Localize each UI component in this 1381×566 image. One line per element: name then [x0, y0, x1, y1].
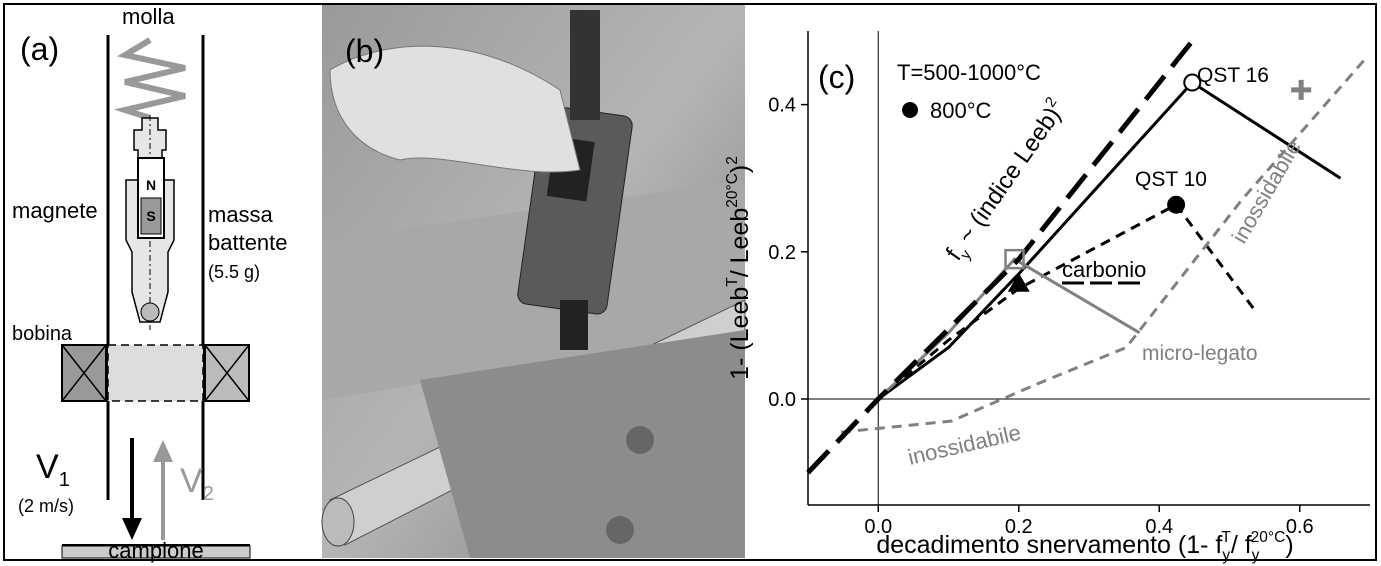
- x-axis-label-part: 20°C: [1251, 529, 1286, 546]
- y-tick-label: 0.4: [768, 95, 796, 117]
- x-axis-label-part: y: [1222, 547, 1230, 564]
- mass-label: (5.5 g): [208, 262, 260, 282]
- stainless-label: inossidabile: [1227, 135, 1306, 247]
- legend-title: T=500-1000°C: [897, 60, 1041, 85]
- v1-sub: 1: [59, 469, 70, 491]
- series-line: [878, 205, 1256, 399]
- panel-label: (b): [345, 33, 384, 69]
- point: [1291, 80, 1311, 100]
- series-label: QST 16: [1197, 64, 1269, 87]
- y-axis-label-part: 2: [724, 156, 741, 165]
- x-axis-label-part: / f: [1231, 531, 1252, 559]
- carbon-label: carbonio: [1062, 257, 1146, 282]
- v1-text: V: [36, 448, 59, 486]
- v1-speed: (2 m/s): [18, 496, 74, 516]
- x-axis-label-part: y: [1252, 547, 1260, 564]
- hammer-schematic: [62, 35, 250, 558]
- v2-text: V: [180, 462, 203, 500]
- coil-label: bobina: [12, 323, 73, 345]
- y-axis-label-part: ): [726, 165, 754, 173]
- x-axis-label-part: ): [1285, 531, 1293, 559]
- fy-label-part: ~ (indice Leeb): [949, 102, 1066, 254]
- series-label: micro-legato: [1142, 342, 1258, 365]
- spring-label: molla: [122, 4, 175, 29]
- y-axis-label-part: 1- (Leeb: [726, 287, 754, 380]
- y-axis-label-part: / Leeb: [726, 208, 754, 278]
- y-axis-label-part: 20°C: [724, 173, 741, 208]
- north-label: N: [146, 177, 156, 193]
- point: [1167, 196, 1185, 214]
- x-axis-label-part: decadimento snervamento (1- f: [876, 531, 1222, 559]
- panel-label: (a): [20, 31, 59, 67]
- figure: (a) molla magnete N S massa battente (5.…: [0, 0, 1381, 566]
- magnet-label: magnete: [12, 198, 98, 223]
- mass-label: battente: [208, 230, 288, 255]
- x-axis-label: decadimento snervamento (1- fyT/ fy20°C): [876, 529, 1293, 564]
- sample-label: campione: [108, 538, 203, 563]
- point: [1184, 75, 1200, 91]
- series-label: QST 10: [1135, 168, 1207, 191]
- legend-marker: [902, 102, 918, 118]
- mass-label: massa: [208, 202, 274, 227]
- y-axis-label: 1- (LeebT/ Leeb20°C)2: [724, 156, 754, 380]
- south-label: S: [146, 208, 155, 224]
- y-tick-label: 0.2: [768, 242, 796, 264]
- v2-label: V2: [180, 462, 214, 505]
- panel-label: (c): [818, 59, 855, 95]
- series-line: [808, 38, 1194, 472]
- legend-label: 800°C: [930, 98, 992, 123]
- photo: [322, 5, 745, 558]
- series-label: inossidabile: [906, 420, 1024, 470]
- v1-label: V1: [36, 448, 70, 491]
- v2-sub: 2: [203, 483, 214, 505]
- y-tick-label: 0.0: [768, 389, 796, 411]
